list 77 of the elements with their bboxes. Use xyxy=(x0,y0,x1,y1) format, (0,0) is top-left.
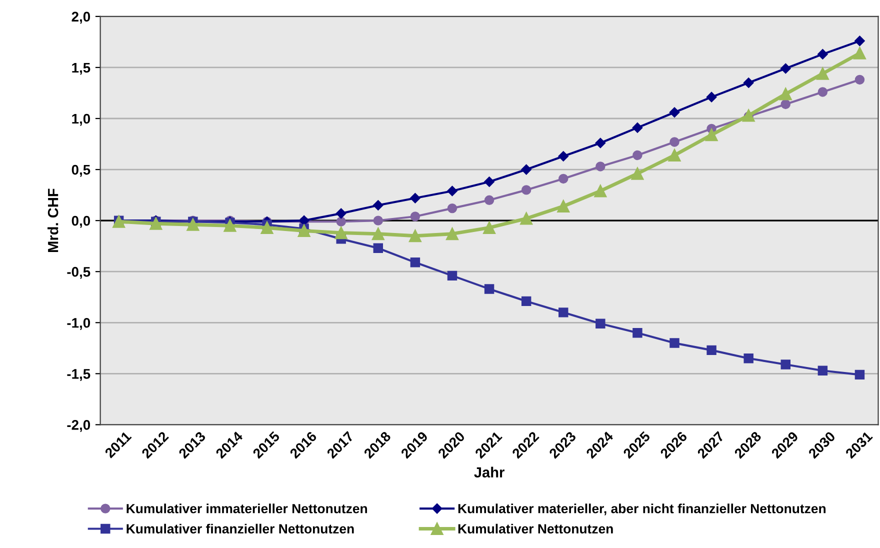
point xyxy=(372,228,384,240)
point xyxy=(447,203,458,214)
point xyxy=(520,212,533,225)
point xyxy=(818,87,828,97)
point xyxy=(596,318,606,329)
point xyxy=(670,338,680,348)
point xyxy=(373,216,384,226)
point xyxy=(670,137,680,147)
point xyxy=(224,219,236,232)
point xyxy=(594,184,607,198)
y-tick-label: -1,0 xyxy=(67,318,90,330)
point xyxy=(818,366,828,376)
point xyxy=(410,212,420,222)
point xyxy=(706,92,717,102)
point xyxy=(558,151,568,162)
y-tick-label: 1,0 xyxy=(72,114,90,126)
point xyxy=(484,284,494,294)
point xyxy=(779,88,792,100)
point xyxy=(853,46,866,60)
point xyxy=(854,370,865,380)
point xyxy=(557,200,570,213)
point xyxy=(521,296,532,306)
point xyxy=(521,164,532,175)
point xyxy=(336,216,346,226)
point xyxy=(408,230,422,242)
point xyxy=(298,224,310,238)
point xyxy=(595,138,606,148)
point xyxy=(484,195,494,206)
point xyxy=(447,186,458,196)
point xyxy=(854,36,865,46)
point xyxy=(558,308,568,318)
point xyxy=(744,353,754,364)
point xyxy=(632,150,642,160)
point xyxy=(447,270,458,281)
point xyxy=(260,221,274,234)
point xyxy=(632,328,642,338)
point xyxy=(446,228,458,240)
point xyxy=(705,128,718,142)
point xyxy=(483,221,496,234)
point xyxy=(780,99,790,110)
point xyxy=(410,258,420,268)
y-tick-label: 1,5 xyxy=(72,62,90,75)
y-axis-title: Mrd. CHF xyxy=(48,188,58,252)
point xyxy=(780,63,791,74)
point xyxy=(373,243,384,253)
point xyxy=(854,74,865,85)
point xyxy=(558,174,568,184)
point xyxy=(596,162,606,172)
y-tick-label: -0,5 xyxy=(67,266,90,279)
point xyxy=(818,49,828,60)
point xyxy=(706,345,716,356)
legend-label: Kumulativer materieller, aber nicht finanzieller Nettonutzen xyxy=(458,504,826,516)
legend-label: Kumulativer Nettonutzen xyxy=(458,524,613,534)
point xyxy=(334,226,348,240)
x-axis-title: Jahr xyxy=(474,466,504,478)
point xyxy=(780,360,790,370)
point xyxy=(410,193,420,204)
legend-label: Kumulativer immaterieller Nettonutzen xyxy=(126,504,367,514)
legend-label: Kumulativer finanzieller Nettonutzen xyxy=(126,524,354,534)
point xyxy=(484,176,494,187)
point xyxy=(150,217,162,230)
y-tick-label: 2,0 xyxy=(72,12,90,24)
point xyxy=(816,67,829,80)
point xyxy=(632,122,643,133)
point xyxy=(186,218,200,231)
point xyxy=(743,78,754,88)
point xyxy=(631,167,644,180)
point xyxy=(742,109,755,122)
y-tick-label: -1,5 xyxy=(67,369,90,381)
y-tick-label: -2,0 xyxy=(67,420,90,432)
point xyxy=(668,149,681,162)
point xyxy=(336,208,346,219)
point xyxy=(669,107,680,118)
y-tick-label: 0,0 xyxy=(72,216,90,228)
y-tick-label: 0,5 xyxy=(72,164,90,177)
point xyxy=(373,200,384,210)
point xyxy=(521,185,532,195)
